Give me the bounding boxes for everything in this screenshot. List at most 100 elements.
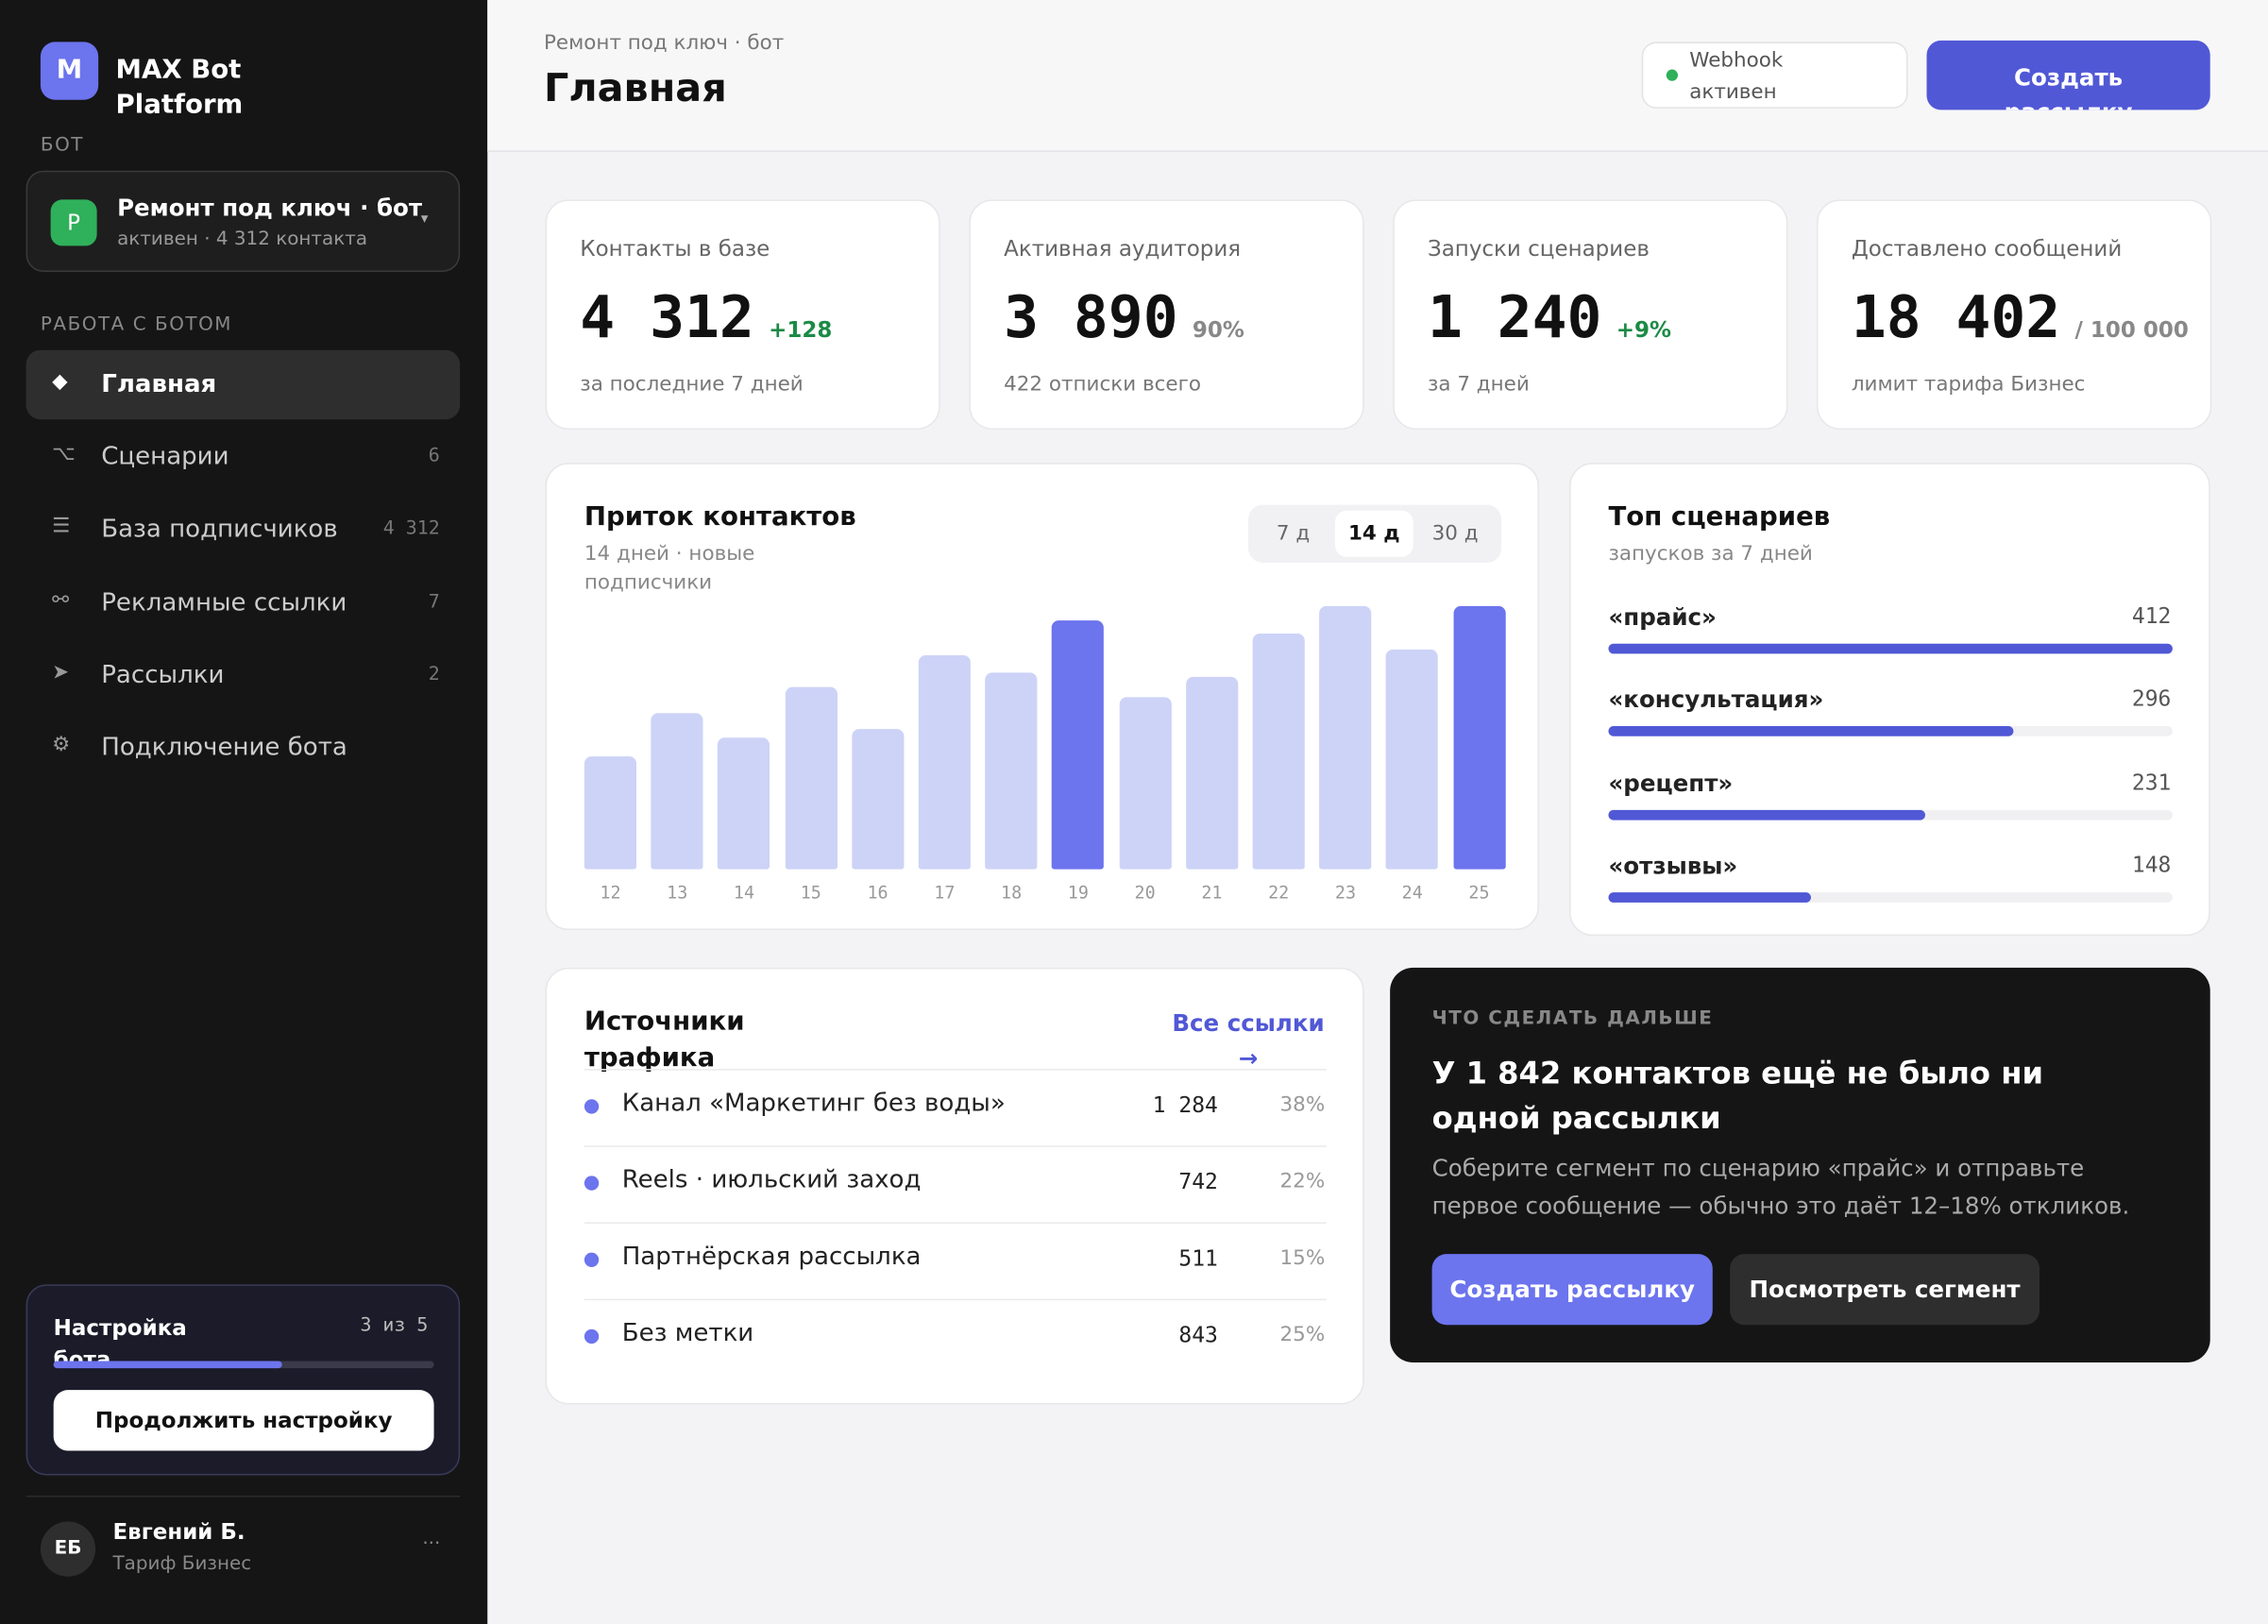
scenario-value: 296: [2131, 685, 2172, 713]
caret: ▾: [420, 211, 429, 228]
next-card: ЧТО СДЕЛАТЬ ДАЛЬШЕ У 1 842 контактов ещё…: [1390, 967, 2210, 1363]
range-option[interactable]: 7 д: [1276, 522, 1311, 546]
kpi-delta: / 100 000: [2074, 316, 2189, 344]
kpi-value: 4 312: [580, 284, 754, 352]
source-count: 843: [1178, 1322, 1218, 1348]
x-tick-label: 21: [1201, 882, 1223, 903]
range-option[interactable]: 30 д: [1431, 522, 1479, 546]
kpi-row: [0, 0, 2, 2]
x-tick-label: 17: [934, 882, 956, 903]
brand: MAX Bot Platform: [115, 55, 244, 121]
chart-subtitle: 14 дней · новые подписчики: [584, 542, 755, 595]
kpi-card: Контакты в базе 4 312 +128 за последние 7 д…: [545, 199, 940, 430]
source-name: Партнёрская рассылка: [621, 1242, 922, 1272]
status-dot: [1666, 69, 1679, 81]
kpi-value-row: 3 890 90%: [1004, 285, 1244, 351]
kpi-card: Активная аудитория 3 890 90% 422 отписки вс…: [969, 199, 1364, 430]
primary-button[interactable]: Создать рассылку: [1431, 1254, 1713, 1326]
x-tick-label: 25: [1468, 882, 1490, 903]
create-button[interactable]: Создать рассылку: [1926, 40, 2210, 110]
bar-track: [1608, 809, 2173, 820]
webhook-status: Webhook активен: [1641, 42, 1908, 109]
bot-switcher[interactable]: Р Ремонт под ключ · бот активен · 4 312 …: [25, 170, 461, 272]
nav-icon: ◆: [52, 370, 68, 394]
bar: [718, 737, 770, 870]
bar: [1052, 620, 1105, 870]
nav-item[interactable]: ➤ Рассылки 2: [26, 640, 461, 710]
chart-card: Приток контактов 14 дней · новые подписч…: [545, 463, 1539, 931]
progress-fill: [53, 1361, 282, 1369]
divider: [584, 1145, 1327, 1147]
sources-title: Источники трафика: [584, 1007, 745, 1074]
scenario-value: 231: [2131, 769, 2172, 795]
bar: [1252, 633, 1305, 870]
bar: [1319, 605, 1372, 870]
nav-icon: ➤: [52, 660, 70, 685]
kpi-card: Доставлено сообщений 18 402 / 100 000 лимит…: [1817, 199, 2212, 430]
sidebar: M MAX Bot Platform БОТ Р Ремонт под ключ…: [0, 0, 488, 1624]
source-dot: [584, 1099, 600, 1114]
user-menu[interactable]: ···: [422, 1532, 441, 1555]
nav-item[interactable]: ⌥ Сценарии 6: [26, 423, 461, 493]
source-count: 511: [1178, 1244, 1218, 1272]
secondary-button[interactable]: Посмотреть сегмент: [1730, 1254, 2040, 1326]
range-switch: 7 д 14 д 30 д: [1248, 504, 1502, 563]
source-share: 15%: [1279, 1246, 1326, 1271]
nav-item[interactable]: ◆ Главная: [25, 349, 461, 420]
kpi-label: Активная аудитория: [1004, 235, 1242, 262]
kpi-value: 1 240: [1427, 284, 1602, 352]
nav-icon: ☰: [52, 515, 71, 539]
kpi-value-row: 1 240 +9%: [1428, 285, 1671, 351]
button-label: Создать рассылку: [2005, 63, 2133, 110]
nav-item[interactable]: ⚙ Подключение бота: [26, 713, 461, 783]
source-share: 22%: [1279, 1170, 1326, 1193]
source-dot: [584, 1328, 600, 1345]
setup-title: Настройка бота: [53, 1314, 187, 1373]
nav-label: Главная: [101, 370, 217, 399]
user-plan: Тариф Бизнес: [112, 1553, 252, 1576]
kpi-note: за последние 7 дней: [580, 373, 804, 397]
kpi-note: за 7 дней: [1427, 373, 1530, 397]
logo: M: [40, 42, 99, 100]
range-option[interactable]: 14 д: [1334, 510, 1413, 557]
nav-count: 6: [428, 446, 440, 468]
source-count: 742: [1178, 1168, 1218, 1195]
nav-item[interactable]: ☰ База подписчиков 4 312: [26, 496, 461, 566]
bar: [785, 686, 838, 870]
kpi-delta: 90%: [1192, 316, 1244, 344]
nav-label: Подключение бота: [101, 733, 347, 763]
kpi-label: Контакты в базе: [580, 235, 770, 262]
kpi-card: Запуски сценариев 1 240 +9% за 7 дней: [1393, 199, 1788, 430]
nav-label: Сценарии: [101, 443, 229, 472]
bar: [1608, 726, 2014, 737]
nav-item[interactable]: ⚯ Рекламные ссылки 7: [26, 567, 461, 637]
source-count: 1 284: [1152, 1091, 1218, 1119]
kpi-value: 3 890: [1004, 284, 1178, 352]
bar: [1608, 892, 1812, 903]
webhook-text: Webhook активен: [1689, 49, 1784, 105]
bar-track: [1608, 726, 2173, 737]
nav-icon: ⌥: [52, 443, 76, 466]
bar: [584, 756, 637, 870]
source-name: Без метки: [621, 1319, 754, 1348]
divider: [584, 1069, 1327, 1071]
source-dot: [584, 1176, 600, 1191]
divider: [25, 1495, 461, 1497]
source-share: 38%: [1279, 1093, 1326, 1117]
source-name: Канал «Маркетинг без воды»: [621, 1089, 1006, 1119]
progress-track: [53, 1361, 434, 1369]
nav-count: 7: [428, 590, 440, 613]
scenario-name: «прайс»: [1608, 602, 1717, 631]
scenario-value: 412: [2131, 602, 2172, 630]
setup-button[interactable]: Продолжить настройку: [53, 1390, 434, 1451]
chart-title: Приток контактов: [584, 501, 856, 533]
x-tick-label: 15: [800, 882, 821, 903]
bar: [1452, 605, 1506, 870]
x-tick-label: 12: [600, 882, 621, 903]
sources-link[interactable]: Все ссылки →: [1172, 1009, 1325, 1073]
x-tick-label: 23: [1334, 882, 1357, 903]
sources-card: Источники трафика Все ссылки → Канал «Ма…: [545, 967, 1364, 1405]
x-tick-label: 13: [667, 882, 688, 903]
x-tick-label: 19: [1067, 882, 1089, 903]
